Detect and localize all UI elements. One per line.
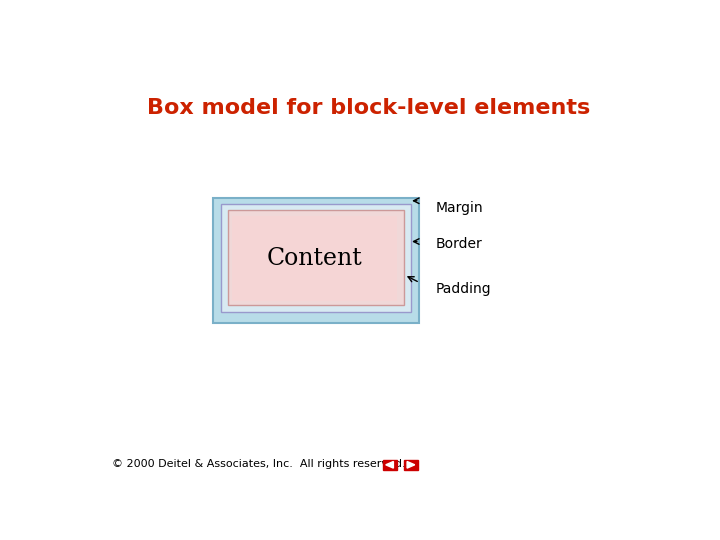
Bar: [404, 460, 418, 470]
Bar: [221, 204, 411, 312]
Text: Content: Content: [266, 247, 362, 269]
Text: Border: Border: [436, 237, 482, 251]
Polygon shape: [386, 462, 393, 468]
Text: Padding: Padding: [436, 282, 492, 296]
Bar: [383, 460, 397, 470]
Bar: [213, 198, 419, 322]
Polygon shape: [407, 462, 415, 468]
Bar: [233, 216, 397, 301]
Text: © 2000 Deitel & Associates, Inc.  All rights reserved.: © 2000 Deitel & Associates, Inc. All rig…: [112, 459, 406, 469]
Bar: [228, 210, 404, 305]
Text: Margin: Margin: [436, 201, 484, 215]
Text: Box model for block-level elements: Box model for block-level elements: [148, 98, 590, 118]
